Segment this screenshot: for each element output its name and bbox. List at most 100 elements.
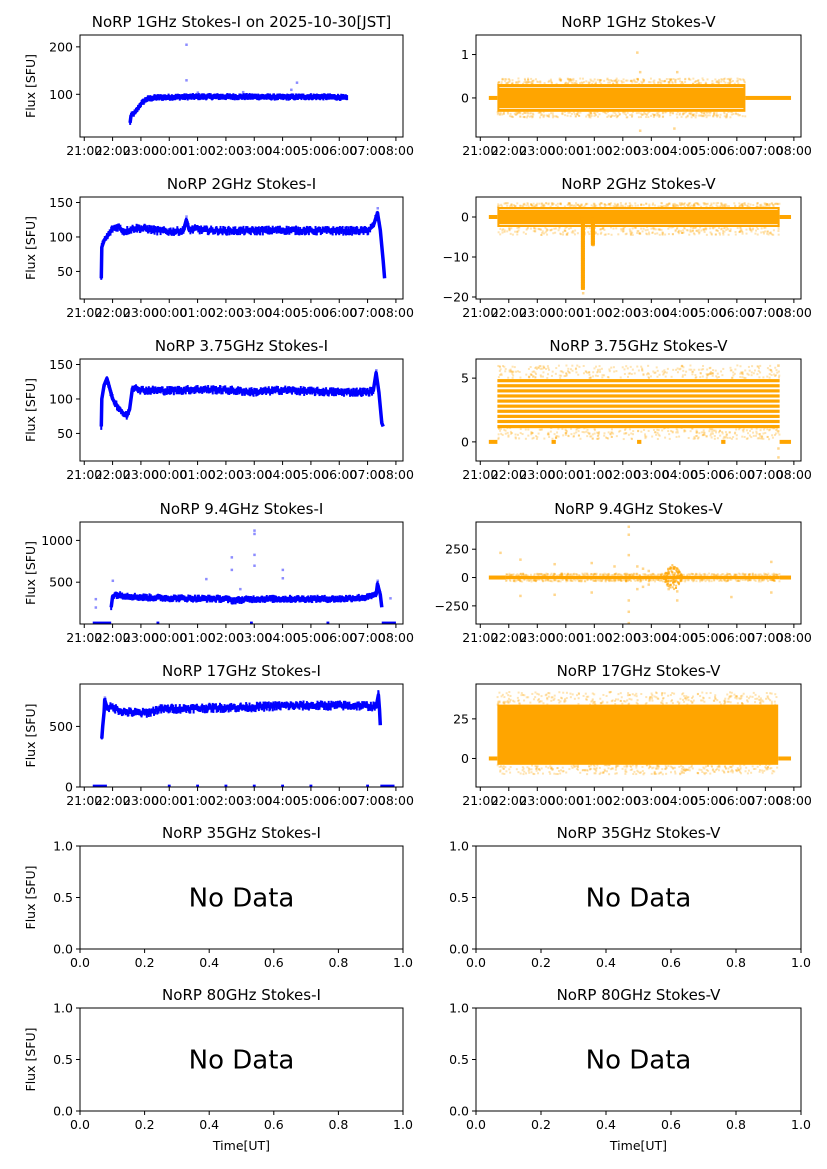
data-point — [584, 580, 587, 583]
data-point — [667, 233, 670, 236]
data-point — [511, 372, 514, 375]
data-point — [668, 78, 671, 81]
data-point — [689, 226, 692, 229]
data-point — [734, 431, 737, 434]
data-point — [655, 574, 658, 577]
data-point — [743, 202, 746, 205]
data-point — [638, 232, 641, 235]
data-point — [589, 111, 592, 114]
data-point — [615, 77, 618, 80]
data-point — [650, 574, 653, 577]
data-point — [675, 431, 678, 434]
data-point — [756, 365, 759, 368]
data-point — [507, 77, 510, 80]
data-point — [355, 387, 358, 393]
data-point — [588, 371, 591, 374]
data-point — [652, 573, 655, 576]
data-point — [607, 431, 610, 434]
data-point — [524, 428, 527, 431]
x-tick-label: 21:00 — [66, 467, 102, 482]
data-point — [539, 573, 542, 576]
data-point — [593, 205, 596, 208]
data-level — [497, 379, 780, 383]
data-point — [529, 573, 532, 576]
data-point — [561, 111, 564, 114]
data-point — [501, 78, 504, 81]
data-point — [580, 285, 585, 289]
data-point — [553, 433, 556, 436]
data-point — [347, 230, 350, 236]
data-point — [681, 573, 684, 576]
data-point — [580, 237, 585, 241]
data-point — [640, 116, 643, 119]
data-point — [521, 204, 524, 207]
data-point — [226, 230, 229, 236]
data-point — [700, 578, 703, 581]
data-point — [726, 572, 729, 575]
data-point — [558, 374, 561, 377]
data-point — [566, 233, 569, 236]
data-point — [527, 78, 530, 81]
data-point — [598, 78, 601, 81]
data-point — [646, 226, 649, 229]
data-point — [695, 376, 698, 379]
data-point — [565, 578, 568, 581]
data-point — [672, 577, 675, 580]
x-tick-label: 22:00 — [95, 467, 131, 482]
data-point — [631, 573, 634, 576]
data-point — [499, 429, 502, 432]
x-tick-label: 21:00 — [66, 305, 102, 320]
data-point — [596, 431, 599, 434]
data-point — [706, 202, 709, 205]
data-point — [637, 79, 640, 82]
data-point — [711, 82, 714, 85]
subplot-2ghz-v: NoRP 2GHz Stokes-V21:0022:0023:0000:0001… — [443, 175, 812, 320]
data-point — [509, 232, 512, 235]
data-point — [590, 215, 595, 219]
data-point — [565, 372, 568, 375]
data-point — [580, 215, 585, 219]
data-point — [631, 231, 634, 234]
data-point — [723, 112, 726, 115]
data-point — [506, 111, 509, 114]
data-point — [747, 578, 750, 581]
data-point — [643, 111, 646, 114]
data-point — [575, 202, 578, 205]
data-point — [668, 576, 671, 579]
data-point — [263, 706, 266, 712]
data-point — [715, 202, 718, 205]
data-point — [524, 437, 527, 440]
data-point — [712, 573, 715, 576]
data-spike — [641, 567, 645, 570]
data-point — [607, 573, 610, 576]
data-point — [533, 205, 536, 208]
data-point — [733, 573, 736, 576]
data-point — [755, 430, 758, 433]
data-point — [694, 376, 697, 379]
data-point — [497, 436, 500, 439]
x-tick-label: 05:00 — [690, 305, 726, 320]
data-point — [537, 81, 540, 84]
data-point — [723, 115, 726, 118]
data-point — [702, 228, 705, 231]
data-point — [688, 573, 691, 576]
data-point — [741, 435, 744, 438]
data-point — [577, 373, 580, 376]
data-point — [638, 574, 641, 577]
data-point — [677, 573, 680, 576]
data-point — [667, 585, 670, 588]
data-point — [720, 228, 723, 231]
data-point — [675, 567, 678, 570]
data-point — [629, 573, 632, 576]
data-point — [559, 574, 562, 577]
data-point — [620, 579, 623, 582]
data-point — [519, 115, 522, 118]
data-point — [654, 431, 657, 434]
data-point — [700, 114, 703, 117]
data-point — [709, 111, 712, 114]
data-point — [534, 203, 537, 206]
data-spike — [675, 599, 679, 602]
data-point — [673, 572, 676, 575]
x-tick-label: 04:00 — [265, 467, 301, 482]
data-point — [728, 436, 731, 439]
